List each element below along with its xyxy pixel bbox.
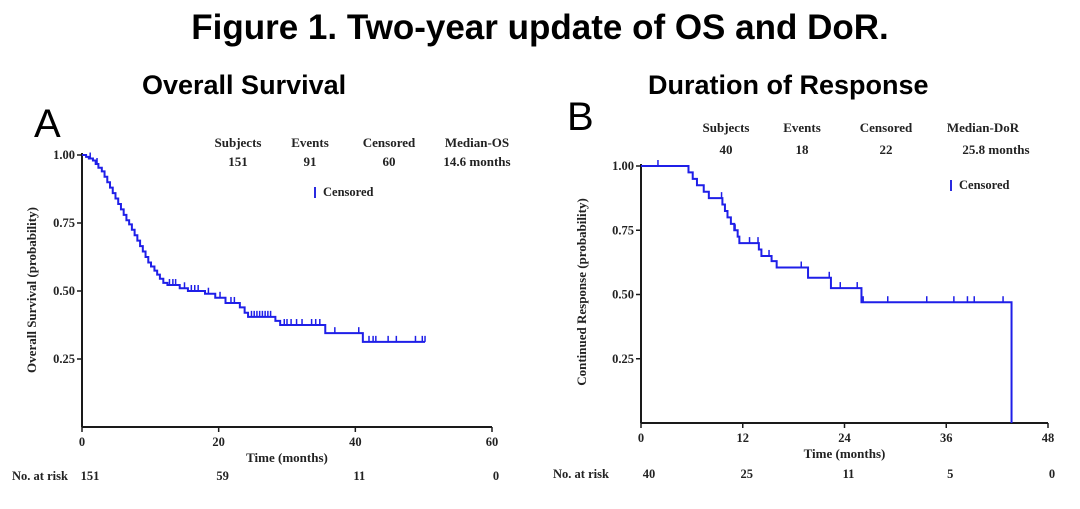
dor-y-tick-label: 0.50 xyxy=(612,288,634,302)
dor-x-tick-label: 48 xyxy=(1042,431,1055,445)
os-at-risk-value: 59 xyxy=(216,469,229,483)
dor-x-axis-title: Time (months) xyxy=(804,446,886,461)
dor-x-tick-label: 0 xyxy=(638,431,644,445)
censored-mark-icon xyxy=(950,180,952,191)
os-y-tick-label: 0.25 xyxy=(53,352,75,366)
panel-a-letter: A xyxy=(34,102,61,146)
os-at-risk-value: 11 xyxy=(353,469,365,483)
panel-a-title: Overall Survival xyxy=(142,70,347,100)
os-stat-events: 91 xyxy=(303,154,317,169)
os-at-risk-value: 0 xyxy=(493,469,499,483)
os-stat-median: 14.6 months xyxy=(443,154,511,169)
dor-x-tick-label: 12 xyxy=(737,431,750,445)
dor-y-tick-label: 0.75 xyxy=(612,223,634,237)
os-x-tick-label: 40 xyxy=(349,435,362,449)
dor-stat-header-subjects: Subjects xyxy=(702,120,750,135)
dor-legend-label: Censored xyxy=(959,178,1010,192)
os-legend: Censored xyxy=(314,185,373,200)
dor-x-tick-label: 24 xyxy=(838,431,851,445)
figure-title: Figure 1. Two-year update of OS and DoR. xyxy=(191,8,889,47)
dor-at-risk-value: 40 xyxy=(643,467,656,481)
os-x-tick-label: 20 xyxy=(212,435,225,449)
os-km-curve xyxy=(82,154,426,343)
os-y-axis-title: Overall Survival (probability) xyxy=(24,207,39,373)
os-y-tick-label: 1.00 xyxy=(53,148,75,162)
os-y-tick-label: 0.50 xyxy=(53,284,75,298)
dor-y-axis-title: Continued Response (probability) xyxy=(574,198,589,386)
dor-stat-events: 18 xyxy=(795,142,809,157)
dor-stat-header-median: Median-DoR xyxy=(946,120,1020,135)
dor-stat-header-censored: Censored xyxy=(859,120,913,135)
dor-stat-header-events: Events xyxy=(783,120,821,135)
dor-at-risk-value: 11 xyxy=(843,467,855,481)
dor-y-tick-label: 0.25 xyxy=(612,352,634,366)
os-x-tick-label: 0 xyxy=(79,435,85,449)
os-at-risk-value: 151 xyxy=(81,469,100,483)
os-at-risk-label: No. at risk xyxy=(12,469,68,483)
dor-at-risk-value: 0 xyxy=(1049,467,1055,481)
os-legend-label: Censored xyxy=(323,185,374,199)
panel-b-title: Duration of Response xyxy=(648,70,929,100)
dor-stat-censored: 22 xyxy=(879,142,893,157)
dor-stat-subjects: 40 xyxy=(719,142,733,157)
dor-y-tick-label: 1.00 xyxy=(612,159,634,173)
dor-at-risk-label: No. at risk xyxy=(553,467,609,481)
os-stat-header-median: Median-OS xyxy=(444,135,510,150)
dor-at-risk-value: 5 xyxy=(947,467,953,481)
dor-stat-median: 25.8 months xyxy=(962,142,1030,157)
os-x-tick-label: 60 xyxy=(486,435,499,449)
os-stat-censored: 60 xyxy=(382,154,396,169)
panel-b-letter: B xyxy=(567,95,594,139)
os-stat-header-subjects: Subjects xyxy=(214,135,262,150)
os-stat-header-censored: Censored xyxy=(362,135,416,150)
os-y-tick-label: 0.75 xyxy=(53,216,75,230)
censored-mark-icon xyxy=(314,187,316,198)
dor-x-tick-label: 36 xyxy=(940,431,953,445)
os-stat-header-events: Events xyxy=(291,135,329,150)
dor-at-risk-value: 25 xyxy=(741,467,754,481)
dor-km-curve xyxy=(641,165,1013,423)
os-x-axis-title: Time (months) xyxy=(246,450,328,465)
os-stat-subjects: 151 xyxy=(228,154,248,169)
dor-legend: Censored xyxy=(950,178,1009,193)
